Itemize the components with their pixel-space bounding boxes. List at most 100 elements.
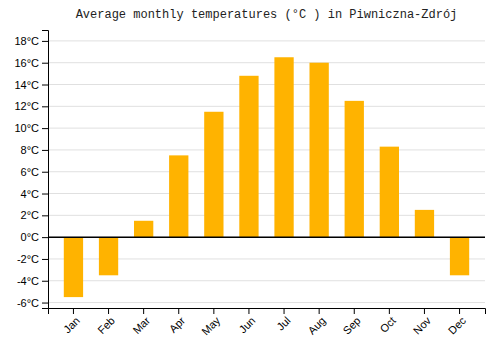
tick: 4°C (21, 188, 48, 200)
tick: 10°C (14, 122, 48, 134)
tick: 2°C (21, 209, 48, 221)
grid-line (48, 237, 485, 238)
tick-label: 6°C (21, 166, 40, 178)
tick-label: Jan (61, 314, 82, 335)
tick-label: 2°C (21, 209, 40, 221)
tick-mark (42, 128, 48, 129)
grid-line (48, 128, 485, 129)
tick: Jan (61, 308, 82, 335)
grid-line (48, 40, 485, 41)
bar (239, 76, 258, 237)
tick-mark (42, 150, 48, 151)
grid-line (48, 193, 485, 194)
tick-label: 12°C (14, 100, 39, 112)
tick: 6°C (21, 166, 48, 178)
tick: Nov (411, 308, 434, 337)
bar (345, 101, 364, 237)
tick-mark (178, 308, 179, 314)
bar (64, 237, 83, 297)
tick: -2°C (17, 253, 48, 265)
grid-line (48, 280, 485, 281)
tick: Dec (446, 308, 469, 337)
y-axis: -6°C -4°C -2°C 0°C 2°C 4°C 6°C 8°C 10°C 12°C 14°C 1… (14, 31, 48, 309)
axis-line (42, 31, 49, 309)
x-axis: Jan Feb Mar Apr May Jun Jul Aug Sep Oct Nov Dec (49, 308, 486, 337)
tick: Mar (130, 308, 152, 336)
chart: -6°C -4°C -2°C 0°C 2°C 4°C 6°C 8°C 10°C 12°C 14°C 1… (0, 0, 500, 350)
tick-mark (42, 85, 48, 86)
tick: Feb (95, 308, 117, 336)
bar (274, 57, 293, 237)
tick-mark (108, 308, 109, 314)
tick-label: 14°C (14, 79, 39, 91)
tick-label: Dec (446, 314, 469, 337)
grid (48, 41, 485, 303)
tick-label: Feb (95, 314, 117, 336)
tick-label: Mar (130, 314, 152, 336)
bar (99, 237, 118, 275)
tick-label: Jul (274, 314, 292, 332)
tick-mark (319, 308, 320, 314)
zero-line (48, 236, 485, 238)
bar (450, 237, 469, 275)
tick-label: -4°C (17, 275, 39, 287)
tick-mark (42, 259, 48, 260)
tick: 8°C (21, 144, 48, 156)
tick: Jun (236, 308, 257, 335)
tick-mark (213, 308, 214, 314)
tick-mark (143, 308, 144, 314)
tick: Oct (377, 308, 398, 335)
tick-label: Sep (340, 314, 362, 336)
bars (64, 57, 469, 297)
tick: 18°C (14, 35, 48, 47)
tick-mark (42, 281, 48, 282)
tick-mark (354, 308, 355, 314)
tick: May (199, 308, 223, 337)
grid-line (48, 62, 485, 63)
tick-label: 8°C (21, 144, 40, 156)
tick-mark (42, 194, 48, 195)
tick-label: Oct (377, 314, 398, 335)
tick-mark (389, 308, 390, 314)
tick: -6°C (17, 297, 48, 309)
axis-line (49, 309, 486, 315)
tick-label: 10°C (14, 122, 39, 134)
tick-label: 16°C (14, 57, 39, 69)
tick-label: May (199, 314, 223, 338)
tick-mark (459, 308, 460, 314)
tick-label: 4°C (21, 188, 40, 200)
tick-mark (42, 237, 48, 238)
tick: 0°C (21, 231, 48, 243)
tick-mark (284, 308, 285, 314)
tick-label: Nov (411, 314, 434, 337)
grid-line (48, 84, 485, 85)
tick-mark (424, 308, 425, 314)
tick-mark (42, 172, 48, 173)
grid-line (48, 171, 485, 172)
tick-label: -6°C (17, 297, 39, 309)
tick: 14°C (14, 79, 48, 91)
tick: Jul (274, 308, 292, 333)
tick-label: Apr (167, 314, 188, 335)
tick: Apr (167, 308, 188, 335)
grid-line (48, 106, 485, 107)
tick: -4°C (17, 275, 48, 287)
tick-mark (248, 308, 249, 314)
tick: 12°C (14, 100, 48, 112)
tick-mark (42, 303, 48, 304)
tick: Aug (305, 308, 327, 337)
bar (169, 155, 188, 237)
tick-label: Jun (236, 314, 257, 335)
tick-label: Aug (305, 314, 327, 336)
tick-mark (42, 215, 48, 216)
tick-mark (42, 106, 48, 107)
tick-mark (42, 63, 48, 64)
tick-label: 0°C (21, 231, 40, 243)
tick: 16°C (14, 57, 48, 69)
bar (309, 63, 328, 237)
tick-mark (73, 308, 74, 314)
tick-label: 18°C (14, 35, 39, 47)
grid-line (48, 149, 485, 150)
tick-label: -2°C (17, 253, 39, 265)
tick: Sep (340, 308, 362, 337)
